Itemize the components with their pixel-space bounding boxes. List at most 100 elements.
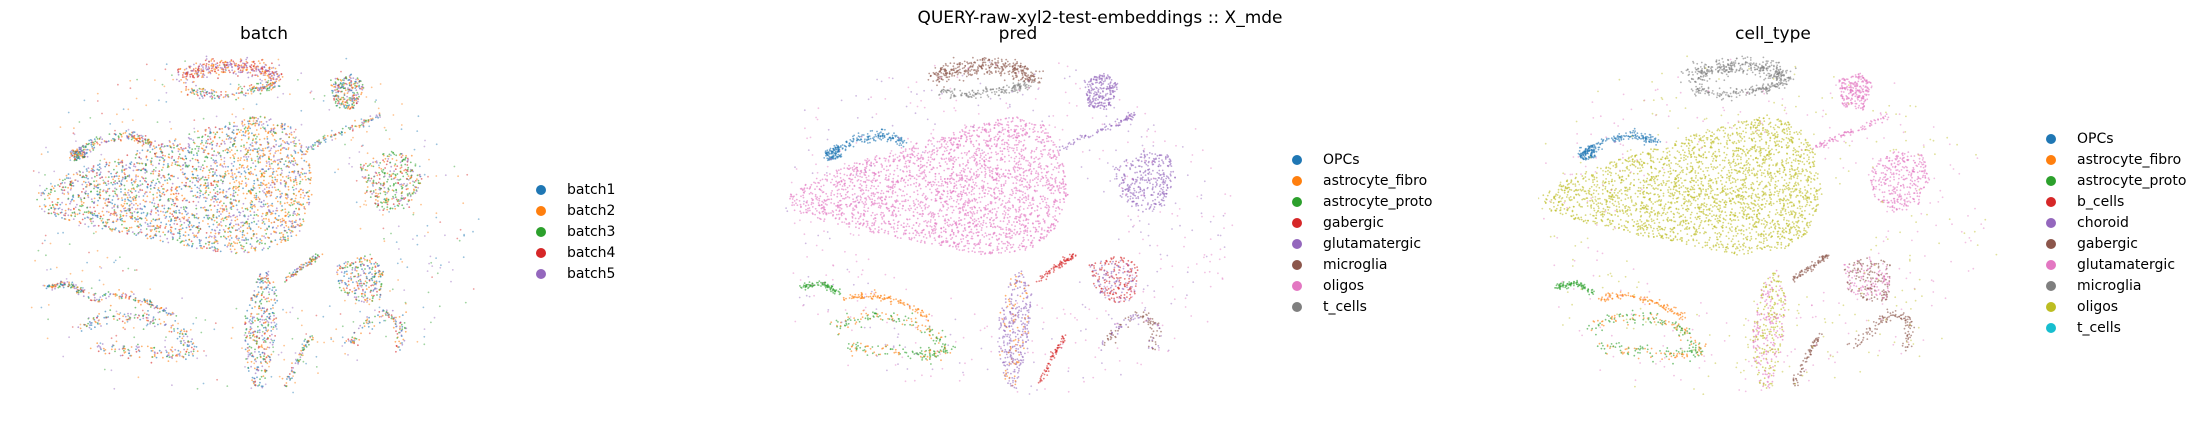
scatter-point bbox=[146, 345, 149, 348]
scatter-point bbox=[372, 157, 375, 160]
scatter-point bbox=[264, 229, 267, 232]
scatter-point bbox=[273, 138, 276, 141]
scatter-point bbox=[243, 250, 246, 253]
scatter-point bbox=[235, 251, 238, 254]
scatter-point bbox=[93, 212, 96, 215]
scatter-point bbox=[284, 123, 286, 125]
scatter-point bbox=[103, 316, 106, 319]
scatter-point bbox=[95, 136, 98, 138]
scatter-point bbox=[358, 85, 360, 88]
scatter-point bbox=[234, 139, 236, 142]
scatter-point bbox=[402, 158, 405, 161]
scatter-point bbox=[400, 323, 403, 326]
scatter-point bbox=[268, 175, 271, 178]
scatter-point bbox=[199, 228, 202, 231]
scatter-point bbox=[211, 144, 214, 146]
scatter-point bbox=[115, 211, 117, 214]
scatter-point bbox=[230, 175, 233, 178]
scatter-point bbox=[267, 182, 270, 184]
scatter-point bbox=[224, 67, 227, 69]
scatter-point bbox=[215, 169, 218, 172]
scatter-point bbox=[254, 372, 257, 375]
scatter-point bbox=[257, 160, 260, 163]
scatter-point bbox=[228, 69, 230, 72]
scatter-point bbox=[238, 64, 241, 67]
scatter-point bbox=[269, 85, 272, 87]
scatter-point bbox=[355, 94, 358, 97]
scatter-point bbox=[91, 213, 94, 216]
scatter-point bbox=[266, 192, 269, 195]
scatter-point bbox=[362, 290, 364, 292]
scatter-point bbox=[67, 173, 70, 175]
scatter-point bbox=[214, 63, 217, 66]
scatter-point bbox=[209, 143, 211, 145]
scatter-point bbox=[387, 178, 389, 181]
scatter-point bbox=[389, 207, 392, 210]
scatter-point bbox=[130, 187, 133, 190]
scatter-point bbox=[171, 350, 174, 353]
scatter-point bbox=[302, 153, 305, 156]
scatter-point bbox=[245, 58, 248, 61]
scatter-point bbox=[251, 142, 254, 144]
scatter-point bbox=[212, 171, 214, 173]
scatter-point bbox=[202, 63, 205, 66]
scatter-point bbox=[172, 142, 175, 145]
scatter-point bbox=[178, 232, 181, 235]
scatter-point bbox=[263, 62, 265, 64]
scatter-point bbox=[124, 315, 127, 318]
scatter-point bbox=[206, 142, 209, 145]
scatter-point bbox=[150, 361, 153, 364]
scatter-point bbox=[195, 204, 198, 207]
scatter-point bbox=[144, 141, 147, 144]
scatter-point bbox=[113, 214, 116, 216]
scatter-point bbox=[252, 235, 255, 237]
scatter-point bbox=[147, 139, 150, 141]
scatter-point bbox=[265, 194, 267, 196]
scatter-point bbox=[95, 180, 98, 182]
scatter-point bbox=[263, 307, 266, 310]
scatter-point bbox=[276, 178, 279, 181]
scatter-point bbox=[330, 79, 332, 82]
scatter-point bbox=[169, 141, 171, 143]
scatter-point bbox=[196, 152, 198, 155]
scatter-point bbox=[256, 317, 259, 320]
scatter-point bbox=[82, 213, 85, 216]
scatter-point bbox=[294, 152, 297, 154]
scatter-point bbox=[253, 62, 256, 65]
scatter-point bbox=[168, 153, 170, 156]
scatter-point bbox=[285, 214, 288, 217]
scatter-point bbox=[259, 381, 261, 384]
scatter-point bbox=[381, 314, 384, 317]
scatter-point bbox=[171, 150, 173, 152]
scatter-point bbox=[406, 164, 409, 166]
scatter-point bbox=[213, 200, 215, 203]
scatter-point bbox=[59, 182, 62, 185]
scatter-point bbox=[244, 135, 247, 137]
scatter-point bbox=[193, 234, 196, 237]
scatter-point bbox=[170, 325, 173, 327]
scatter-point bbox=[263, 296, 265, 298]
scatter-point bbox=[280, 232, 283, 234]
scatter-point bbox=[355, 270, 358, 272]
scatter-point bbox=[253, 64, 256, 67]
scatter-point bbox=[210, 182, 213, 184]
scatter-point bbox=[171, 233, 174, 235]
scatter-point bbox=[264, 339, 266, 342]
scatter-point bbox=[190, 73, 193, 76]
scatter-point bbox=[151, 148, 154, 151]
scatter-point bbox=[260, 181, 262, 184]
scatter-point bbox=[348, 340, 350, 342]
scatter-point bbox=[358, 338, 361, 341]
scatter-point bbox=[258, 198, 261, 201]
scatter-point bbox=[371, 266, 374, 269]
scatter-point bbox=[357, 327, 360, 330]
scatter-point bbox=[197, 201, 200, 203]
scatter-point bbox=[121, 354, 124, 357]
scatter-point bbox=[237, 75, 239, 77]
scatter-point bbox=[192, 232, 194, 235]
scatter-point bbox=[249, 127, 252, 130]
scatter-point bbox=[252, 145, 254, 147]
scatter-point bbox=[182, 335, 185, 338]
scatter-point bbox=[382, 153, 384, 156]
scatter-point bbox=[138, 195, 140, 198]
